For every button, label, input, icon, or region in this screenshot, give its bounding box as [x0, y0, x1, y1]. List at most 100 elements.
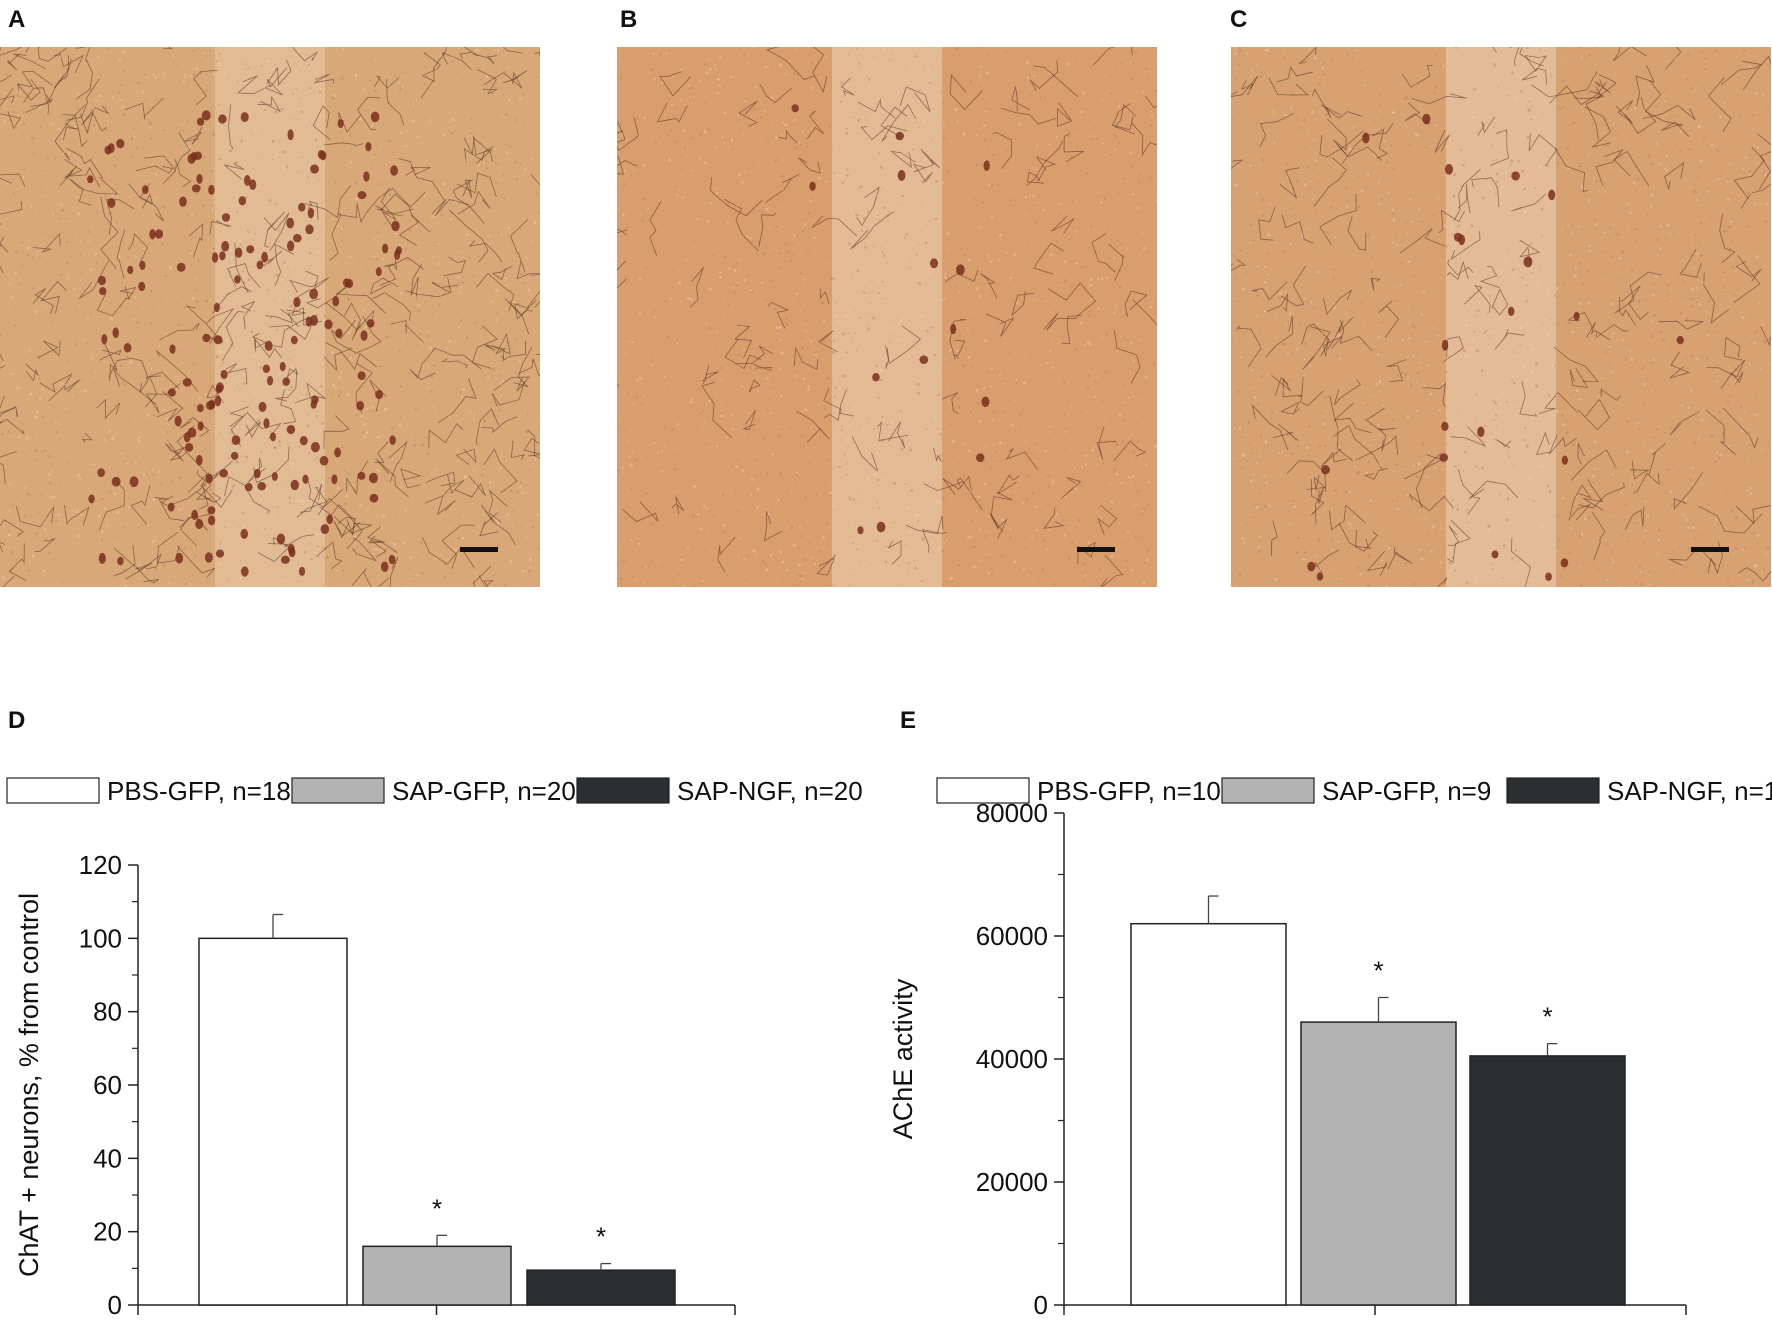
grain-speck — [1252, 452, 1255, 455]
grain-speck — [1064, 272, 1066, 275]
grain-speck — [954, 108, 958, 112]
grain-speck — [967, 449, 971, 452]
grain-speck — [168, 581, 171, 584]
grain-speck — [699, 527, 703, 531]
grain-speck — [946, 248, 949, 251]
grain-speck — [759, 116, 763, 120]
grain-speck — [107, 171, 110, 174]
grain-speck — [937, 393, 941, 397]
grain-speck — [154, 567, 157, 571]
fiber-trace — [1723, 336, 1743, 361]
fiber-trace — [1268, 77, 1309, 96]
grain-speck — [1246, 444, 1248, 447]
grain-speck — [822, 319, 826, 323]
grain-speck — [1109, 92, 1113, 95]
grain-speck — [29, 448, 31, 450]
grain-speck — [1303, 119, 1306, 122]
grain-speck — [817, 550, 821, 554]
fiber-trace — [1092, 47, 1133, 66]
grain-speck — [401, 173, 403, 176]
fiber-trace — [1578, 398, 1610, 431]
grain-speck — [659, 137, 662, 140]
grain-speck — [969, 413, 972, 416]
grain-speck — [1340, 171, 1343, 174]
grain-speck — [1696, 301, 1699, 304]
neuron-cell — [111, 476, 121, 487]
grain-speck — [1341, 316, 1343, 319]
grain-speck — [181, 128, 184, 132]
grain-speck — [461, 71, 464, 74]
grain-speck — [1492, 438, 1495, 440]
grain-speck — [1409, 198, 1412, 201]
grain-speck — [223, 209, 226, 212]
grain-speck — [1740, 464, 1743, 466]
grain-speck — [1768, 362, 1770, 365]
grain-speck — [1114, 148, 1117, 151]
grain-speck — [1525, 444, 1529, 448]
grain-speck — [176, 377, 180, 381]
grain-speck — [1484, 424, 1487, 427]
fiber-trace — [0, 111, 21, 130]
grain-speck — [893, 256, 896, 259]
fiber-trace — [1279, 167, 1300, 199]
grain-speck — [943, 297, 947, 300]
grain-speck — [1409, 383, 1413, 386]
grain-speck — [802, 229, 805, 233]
grain-speck — [1384, 544, 1386, 546]
neuron-cell — [1561, 455, 1568, 465]
fiber-trace — [1091, 233, 1116, 273]
grain-speck — [1679, 311, 1683, 315]
grain-speck — [506, 523, 509, 525]
grain-speck — [937, 148, 940, 150]
grain-speck — [221, 419, 223, 421]
grain-speck — [13, 395, 16, 398]
neuron-cell — [293, 233, 302, 243]
grain-speck — [1713, 331, 1716, 334]
grain-speck — [417, 308, 421, 312]
grain-speck — [263, 108, 266, 111]
grain-speck — [399, 486, 402, 489]
neuron-cell — [389, 435, 396, 445]
grain-speck — [906, 506, 910, 510]
grain-speck — [649, 473, 652, 476]
grain-speck — [904, 260, 908, 263]
fiber-trace — [114, 548, 153, 571]
grain-speck — [1114, 304, 1118, 307]
grain-speck — [1278, 465, 1280, 468]
grain-speck — [346, 271, 348, 274]
grain-speck — [631, 114, 634, 117]
grain-speck — [766, 409, 769, 411]
grain-speck — [1659, 225, 1663, 228]
grain-speck — [1325, 410, 1328, 413]
grain-speck — [768, 254, 772, 258]
grain-speck — [90, 312, 93, 315]
grain-speck — [842, 541, 845, 544]
grain-speck — [1408, 336, 1411, 340]
grain-speck — [1280, 85, 1283, 87]
grain-speck — [990, 184, 994, 187]
grain-speck — [376, 231, 379, 234]
grain-speck — [989, 385, 992, 388]
grain-speck — [807, 358, 810, 360]
grain-speck — [1494, 60, 1496, 62]
fiber-trace — [431, 198, 470, 217]
grain-speck — [779, 472, 783, 475]
grain-speck — [107, 120, 109, 123]
grain-speck — [1378, 350, 1382, 353]
grain-speck — [1025, 196, 1028, 199]
grain-speck — [1632, 476, 1634, 478]
grain-speck — [1724, 428, 1727, 431]
grain-speck — [1311, 110, 1315, 114]
fiber-trace — [265, 308, 293, 324]
grain-speck — [985, 110, 988, 113]
grain-speck — [833, 193, 836, 196]
grain-speck — [1282, 343, 1284, 345]
grain-speck — [1508, 451, 1510, 453]
grain-speck — [451, 475, 454, 478]
grain-speck — [263, 457, 265, 460]
grain-speck — [1412, 325, 1416, 329]
grain-speck — [1235, 328, 1239, 332]
grain-speck — [1026, 76, 1029, 79]
grain-speck — [21, 212, 24, 214]
grain-speck — [1130, 165, 1133, 168]
